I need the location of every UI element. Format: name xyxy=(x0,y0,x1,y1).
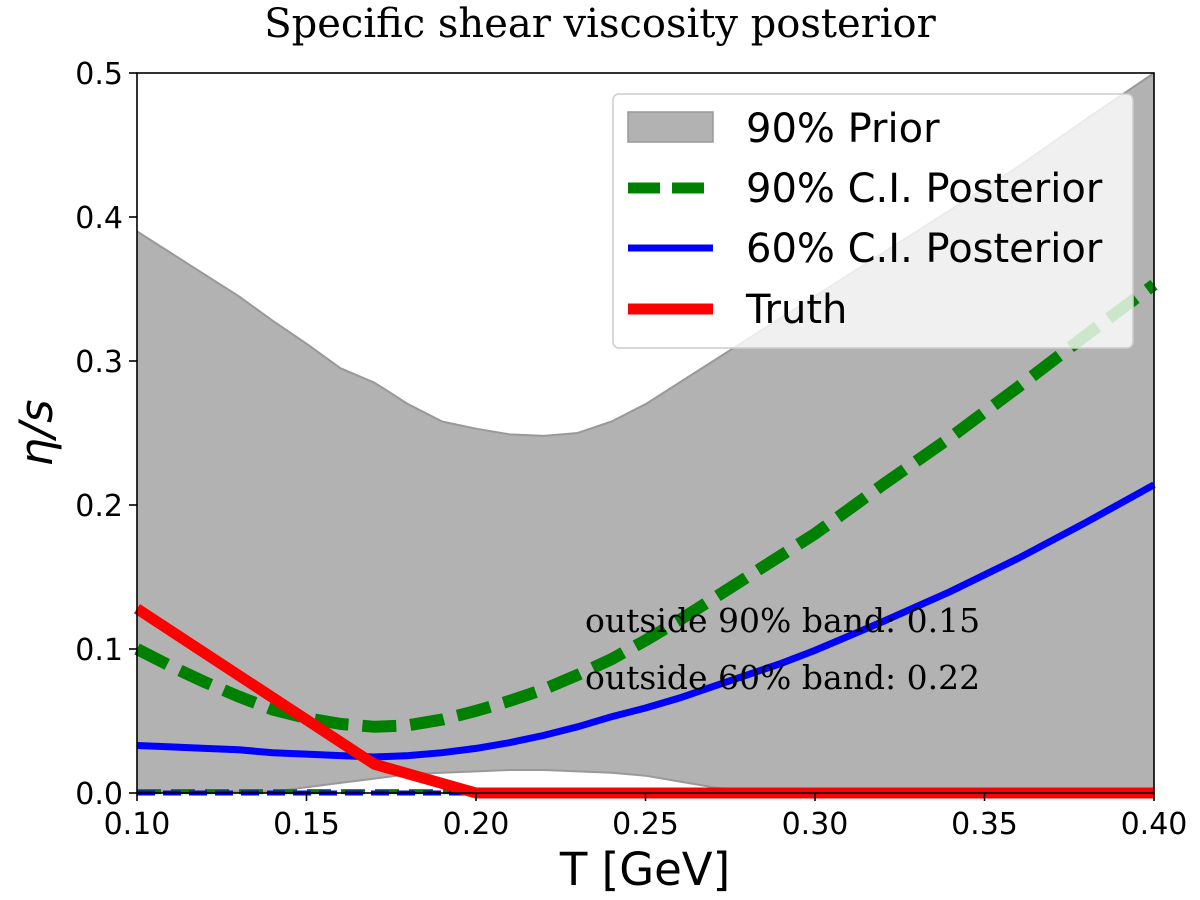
y-tick-label: 0.0 xyxy=(75,777,123,812)
annotation-text: outside 60% band: 0.22 xyxy=(585,658,980,697)
legend: 90% Prior 90% C.I. Posterior 60% C.I. Po… xyxy=(612,93,1134,349)
y-tick-label: 0.1 xyxy=(75,633,123,668)
x-tick-label: 0.20 xyxy=(443,807,510,842)
legend-prior-label: 90% Prior xyxy=(746,106,940,152)
y-tick-label: 0.5 xyxy=(75,57,123,92)
y-tick-label: 0.4 xyxy=(75,201,123,236)
x-tick-label: 0.30 xyxy=(782,807,849,842)
x-tick-label: 0.35 xyxy=(951,807,1018,842)
legend-truth-label: Truth xyxy=(745,287,847,333)
x-axis-label: T [GeV] xyxy=(559,843,730,896)
legend-box xyxy=(612,93,1134,349)
x-tick-label: 0.25 xyxy=(612,807,679,842)
legend-ci60-label: 60% C.I. Posterior xyxy=(746,226,1103,272)
ci90-upper-line xyxy=(134,279,1158,733)
ci60-upper-line xyxy=(136,481,1156,761)
legend-ci90-label: 90% C.I. Posterior xyxy=(746,166,1103,212)
x-axis: 0.10 0.15 0.20 0.25 0.30 0.35 0.40 xyxy=(104,793,1188,842)
y-tick-label: 0.2 xyxy=(75,489,123,524)
x-tick-label: 0.40 xyxy=(1121,807,1188,842)
y-tick-label: 0.3 xyxy=(75,345,123,380)
y-axis-label: η/s xyxy=(10,399,63,466)
annotations: outside 90% band: 0.15 outside 60% band: … xyxy=(585,601,980,697)
x-tick-label: 0.10 xyxy=(104,807,171,842)
chart-title: Specific shear viscosity posterior xyxy=(264,1,936,47)
legend-prior-swatch xyxy=(627,111,714,143)
annotation-text: outside 90% band: 0.15 xyxy=(585,601,980,640)
y-axis: 0.0 0.1 0.2 0.3 0.4 0.5 xyxy=(75,57,137,812)
x-tick-label: 0.15 xyxy=(273,807,340,842)
